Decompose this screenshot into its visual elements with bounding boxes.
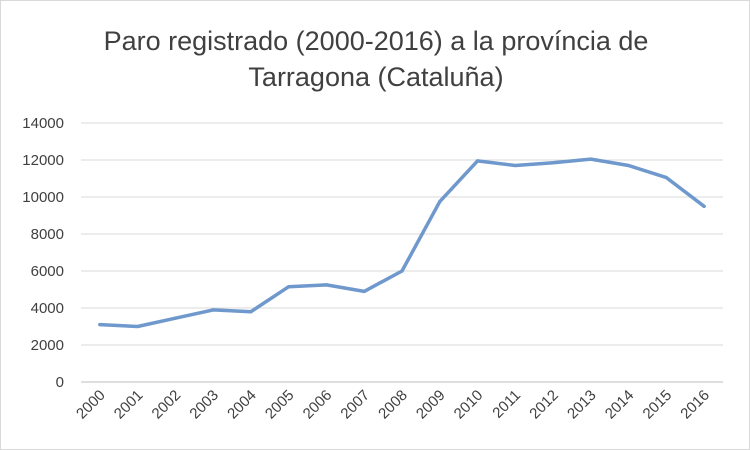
x-tick-label: 2014 (602, 387, 638, 423)
data-point (287, 285, 291, 289)
data-point (626, 163, 631, 168)
x-tick-label: 2004 (224, 387, 260, 423)
data-point (589, 157, 593, 161)
chart-title-line-1: Paro registrado (2000-2016) a la provínc… (103, 26, 649, 56)
data-point (702, 204, 706, 208)
x-tick-label: 2001 (111, 387, 147, 423)
data-point (211, 308, 215, 312)
series-line (98, 157, 706, 329)
y-tick-label: 12000 (22, 152, 64, 169)
x-tick-label: 2003 (186, 387, 222, 423)
x-tick-label: 2013 (564, 387, 600, 423)
x-tick-label: 2002 (149, 387, 185, 423)
x-tick-label: 2009 (413, 387, 449, 423)
x-tick-label: 2007 (337, 387, 373, 423)
data-point (173, 316, 178, 320)
chart-title: Paro registrado (2000-2016) a la provínc… (1, 23, 750, 95)
data-point (249, 310, 253, 314)
x-tick-label: 2008 (375, 387, 411, 423)
data-point (136, 324, 140, 329)
x-tick-label: 2005 (262, 387, 298, 423)
chart-title-line-2: Tarragona (Cataluña) (248, 62, 504, 92)
data-point (664, 175, 668, 180)
data-point (362, 289, 366, 293)
y-tick-label: 6000 (31, 263, 64, 280)
x-tick-label: 2006 (300, 387, 336, 423)
series-layer (98, 157, 706, 329)
data-point (324, 283, 329, 287)
x-tick-label: 2012 (526, 387, 562, 423)
x-axis-ticks: 2000 2001 2002 2003 2004 2005 2006 2007 2008 2009… (73, 387, 713, 423)
y-tick-label: 2000 (31, 337, 64, 354)
x-tick-label: 2010 (451, 387, 487, 423)
x-tick-label: 2000 (73, 387, 109, 423)
y-tick-label: 0 (56, 374, 64, 391)
y-tick-label: 14000 (22, 115, 64, 132)
x-tick-label: 2016 (677, 387, 713, 423)
data-point (438, 200, 442, 204)
y-tick-label: 8000 (31, 226, 64, 243)
y-tick-label: 10000 (22, 189, 64, 206)
data-point (551, 161, 555, 165)
data-point (400, 269, 404, 273)
data-point (475, 159, 480, 163)
data-point (98, 323, 102, 327)
grid-layer (81, 122, 723, 383)
y-tick-label: 4000 (31, 300, 64, 317)
data-point (513, 163, 517, 168)
x-tick-label: 2011 (489, 387, 524, 422)
x-tick-label: 2015 (640, 387, 676, 423)
y-axis-ticks: 0 2000 4000 6000 8000 10000 12000 14000 (22, 115, 64, 391)
